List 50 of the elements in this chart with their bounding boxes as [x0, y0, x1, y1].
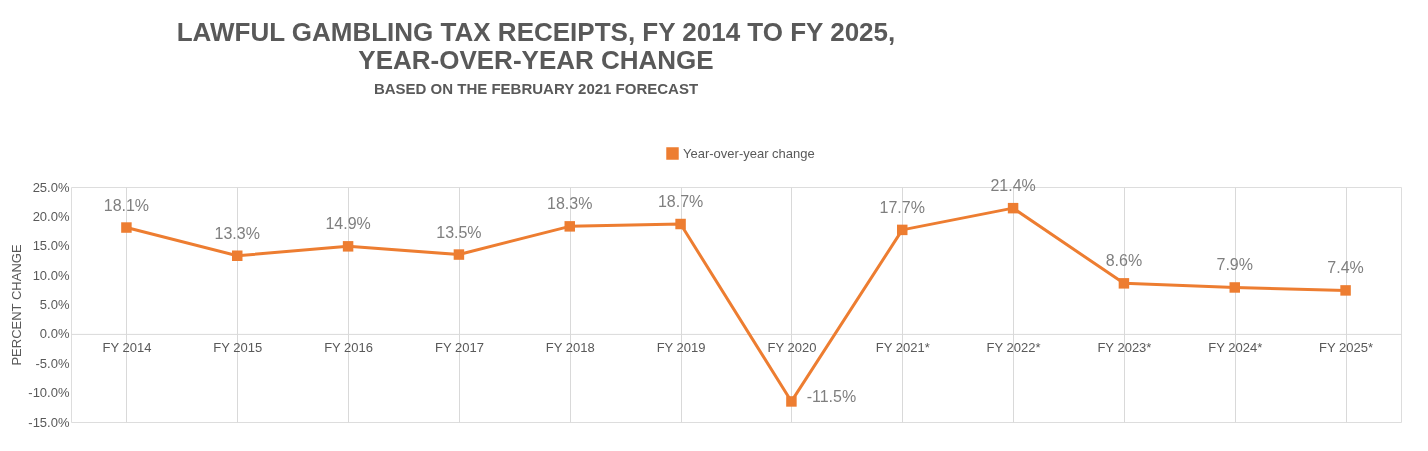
point	[786, 396, 797, 407]
y-tick-label: -5.0%	[35, 355, 70, 371]
point	[564, 221, 575, 232]
x-tick-label: FY 2016	[324, 340, 374, 356]
x-tick-label: FY 2025*	[1319, 340, 1374, 356]
y-tick-label: 15.0%	[32, 238, 70, 254]
x-tick-label: FY 2024*	[1208, 340, 1263, 356]
point	[897, 224, 908, 236]
data-label: 21.4%	[990, 177, 1036, 195]
point	[1229, 282, 1240, 293]
y-tick-label: 5.0%	[39, 297, 70, 312]
point	[1340, 285, 1351, 296]
point	[1007, 202, 1019, 214]
point	[453, 249, 465, 260]
text: LAWFUL GAMBLING TAX RECEIPTS, FY 2014 TO FY 2025,	[176, 17, 896, 47]
y-tick-label: 20.0%	[32, 208, 70, 224]
x-tick-label: FY 2019	[656, 340, 706, 356]
x-tick-label: FY 2017	[434, 340, 484, 356]
point	[675, 218, 686, 230]
data-label: 7.9%	[1216, 256, 1253, 274]
data-label: 18.7%	[657, 193, 704, 211]
x-tick-label: FY 2018	[545, 340, 595, 356]
x-tick-label: FY 2014	[102, 340, 152, 356]
data-label: 13.3%	[214, 224, 260, 242]
x-tick-label: FY 2022*	[986, 340, 1041, 356]
chart-subtitle: BASED ON THE FEBRUARY 2021 FORECAST	[373, 80, 699, 97]
data-label: 17.7%	[879, 198, 925, 216]
data-label: 18.1%	[103, 196, 150, 214]
data-label: 14.9%	[325, 215, 371, 233]
x-tick-label: FY 2015	[213, 340, 263, 356]
y-tick-label: -15.0%	[28, 414, 70, 430]
x-tick-label: FY 2020	[767, 340, 817, 356]
data-label: 7.4%	[1327, 259, 1364, 277]
y-axis-title: PERCENT CHANGE	[9, 244, 25, 366]
point	[232, 250, 243, 261]
point	[121, 222, 132, 233]
text: YEAR-OVER-YEAR CHANGE	[358, 45, 714, 75]
data-label: -11.5%	[806, 388, 857, 406]
y-tick-label: 25.0%	[32, 179, 70, 195]
x-tick-label: FY 2023*	[1097, 340, 1152, 356]
point	[1118, 278, 1130, 289]
y-tick-label: -10.0%	[28, 385, 70, 401]
y-tick-label: 0.0%	[39, 326, 70, 342]
data-label: 8.6%	[1105, 252, 1143, 270]
point	[342, 241, 354, 252]
y-tick-label: 10.0%	[32, 267, 70, 283]
data-label: 13.5%	[436, 223, 482, 241]
data-label: 18.3%	[547, 195, 593, 213]
x-tick-label: FY 2021*	[875, 340, 930, 356]
legend-label: Year-over-year change	[683, 145, 815, 161]
